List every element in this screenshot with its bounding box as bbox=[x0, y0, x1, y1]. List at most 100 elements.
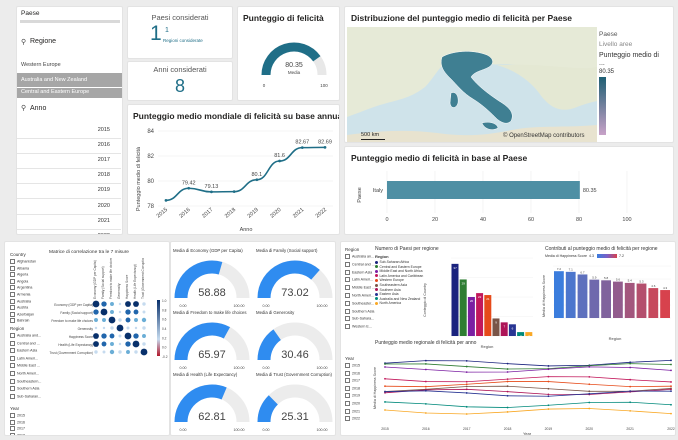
checkbox-icon[interactable] bbox=[345, 324, 350, 330]
contrib-bar[interactable] bbox=[565, 271, 576, 318]
matrix-cell[interactable] bbox=[102, 326, 106, 330]
checkbox-item[interactable]: 2022 bbox=[345, 416, 360, 422]
anno-item-2020[interactable]: 2020 bbox=[97, 202, 110, 209]
checkbox-item[interactable]: North Ameri... bbox=[10, 371, 39, 376]
trend-point[interactable] bbox=[384, 390, 386, 393]
anno-item-2015[interactable]: 2015 bbox=[97, 127, 110, 133]
checkbox-icon[interactable] bbox=[10, 355, 15, 361]
map-canvas[interactable] bbox=[347, 27, 597, 143]
matrix-cell[interactable] bbox=[134, 318, 138, 322]
matrix-cell[interactable] bbox=[142, 334, 146, 338]
checkbox-item[interactable]: 2020 bbox=[345, 401, 360, 406]
trend-point[interactable] bbox=[384, 409, 386, 411]
regione-item-1[interactable]: Australia and New Zealand bbox=[17, 73, 122, 87]
count-legend-item[interactable]: Latin America and Caribbean bbox=[375, 274, 423, 278]
count-legend-item[interactable]: Central and Eastern Europe bbox=[375, 265, 422, 269]
line-point[interactable] bbox=[278, 159, 281, 163]
matrix-cell[interactable] bbox=[94, 326, 98, 330]
contrib-bar[interactable] bbox=[554, 271, 564, 318]
contrib-bar[interactable] bbox=[589, 279, 600, 318]
contrib-bar[interactable] bbox=[624, 282, 635, 318]
matrix-cell[interactable] bbox=[101, 301, 107, 307]
matrix-cell[interactable] bbox=[133, 333, 139, 339]
checkbox-icon[interactable] bbox=[10, 298, 15, 304]
matrix-cell[interactable] bbox=[124, 332, 132, 340]
matrix-cell[interactable] bbox=[93, 333, 99, 339]
checkbox-item[interactable]: Latin Ameri... bbox=[10, 355, 38, 361]
line-point[interactable] bbox=[187, 186, 191, 190]
count-bar[interactable] bbox=[492, 318, 500, 336]
checkbox-item[interactable]: Angola bbox=[10, 278, 28, 284]
checkbox-icon[interactable] bbox=[10, 272, 15, 278]
checkbox-icon[interactable] bbox=[10, 419, 15, 425]
search-icon[interactable]: ⚲ bbox=[21, 105, 27, 112]
matrix-cell[interactable] bbox=[92, 300, 100, 308]
checkbox-icon[interactable] bbox=[10, 363, 15, 369]
matrix-cell[interactable] bbox=[116, 324, 124, 332]
checkbox-item[interactable]: Australia an... bbox=[345, 254, 374, 259]
checkbox-icon[interactable] bbox=[345, 293, 350, 298]
checkbox-item[interactable]: 2017 bbox=[10, 426, 25, 432]
checkbox-icon[interactable] bbox=[10, 413, 15, 418]
checkbox-icon[interactable] bbox=[10, 333, 15, 338]
line-point[interactable] bbox=[210, 190, 213, 194]
checkbox-item[interactable]: Armenia bbox=[10, 292, 30, 297]
checkbox-item[interactable]: Eastern Asia bbox=[10, 348, 37, 354]
checkbox-icon[interactable] bbox=[10, 378, 15, 384]
checkbox-item[interactable]: Algeria bbox=[10, 272, 28, 278]
checkbox-icon[interactable] bbox=[345, 393, 350, 399]
trend-point[interactable] bbox=[670, 412, 672, 415]
checkbox-item[interactable]: 2017 bbox=[345, 378, 360, 384]
matrix-cell[interactable] bbox=[118, 350, 122, 354]
matrix-cell[interactable] bbox=[100, 308, 108, 316]
checkbox-icon[interactable] bbox=[345, 385, 350, 391]
checkbox-item[interactable]: Western E... bbox=[345, 324, 372, 330]
checkbox-item[interactable]: Southeaster... bbox=[345, 300, 374, 306]
checkbox-item[interactable]: North Ameri... bbox=[345, 293, 374, 298]
matrix-cell[interactable] bbox=[109, 349, 115, 355]
matrix-cell[interactable] bbox=[118, 310, 122, 314]
count-legend-item[interactable]: North America bbox=[375, 301, 401, 305]
checkbox-item[interactable]: Albania bbox=[10, 265, 29, 271]
matrix-cell[interactable] bbox=[142, 302, 146, 306]
trend-point[interactable] bbox=[670, 385, 672, 388]
checkbox-icon[interactable] bbox=[345, 277, 350, 283]
matrix-cell[interactable] bbox=[102, 318, 106, 322]
matrix-cell[interactable] bbox=[102, 350, 106, 354]
matrix-cell[interactable] bbox=[132, 340, 140, 348]
line-point[interactable] bbox=[232, 190, 236, 194]
matrix-cell[interactable] bbox=[125, 301, 131, 307]
checkbox-icon[interactable] bbox=[345, 316, 350, 322]
checkbox-item[interactable]: Central and ... bbox=[10, 340, 40, 346]
matrix-cell[interactable] bbox=[110, 326, 114, 330]
count-bar[interactable] bbox=[459, 279, 467, 336]
checkbox-icon[interactable] bbox=[345, 378, 350, 384]
checkbox-item[interactable]: Australia and... bbox=[10, 333, 41, 338]
checkbox-item[interactable]: 2021 bbox=[345, 408, 360, 414]
checkbox-icon[interactable] bbox=[10, 371, 15, 376]
checkbox-item[interactable]: Bahrain bbox=[10, 318, 29, 324]
checkbox-item[interactable]: 2015 bbox=[345, 363, 360, 368]
anno-item-2021[interactable]: 2021 bbox=[97, 217, 110, 224]
anno-item-2022[interactable]: 2022 bbox=[98, 233, 110, 234]
checkbox-item[interactable]: Middle East ... bbox=[345, 285, 375, 291]
matrix-cell[interactable] bbox=[101, 341, 107, 347]
checkbox-icon[interactable] bbox=[345, 370, 350, 376]
matrix-cell[interactable] bbox=[126, 326, 130, 330]
matrix-cell[interactable] bbox=[110, 302, 114, 306]
count-bar[interactable] bbox=[508, 324, 516, 336]
matrix-cell[interactable] bbox=[108, 316, 116, 324]
contrib-bar[interactable] bbox=[601, 280, 611, 318]
matrix-cell[interactable] bbox=[118, 302, 122, 306]
count-legend-item[interactable]: Southeastern Asia bbox=[375, 283, 407, 287]
checkbox-icon[interactable] bbox=[10, 426, 15, 432]
checkbox-icon[interactable] bbox=[345, 363, 350, 368]
checkbox-item[interactable]: Azerbaijan bbox=[10, 311, 34, 317]
trend-point[interactable] bbox=[670, 403, 672, 406]
matrix-cell[interactable] bbox=[110, 310, 114, 314]
checkbox-item[interactable]: 2016 bbox=[345, 370, 360, 376]
anno-item-2016[interactable]: 2016 bbox=[97, 142, 110, 149]
matrix-cell[interactable] bbox=[140, 348, 148, 356]
checkbox-item[interactable]: 2018 bbox=[10, 432, 25, 435]
checkbox-item[interactable]: Australia bbox=[10, 298, 31, 304]
